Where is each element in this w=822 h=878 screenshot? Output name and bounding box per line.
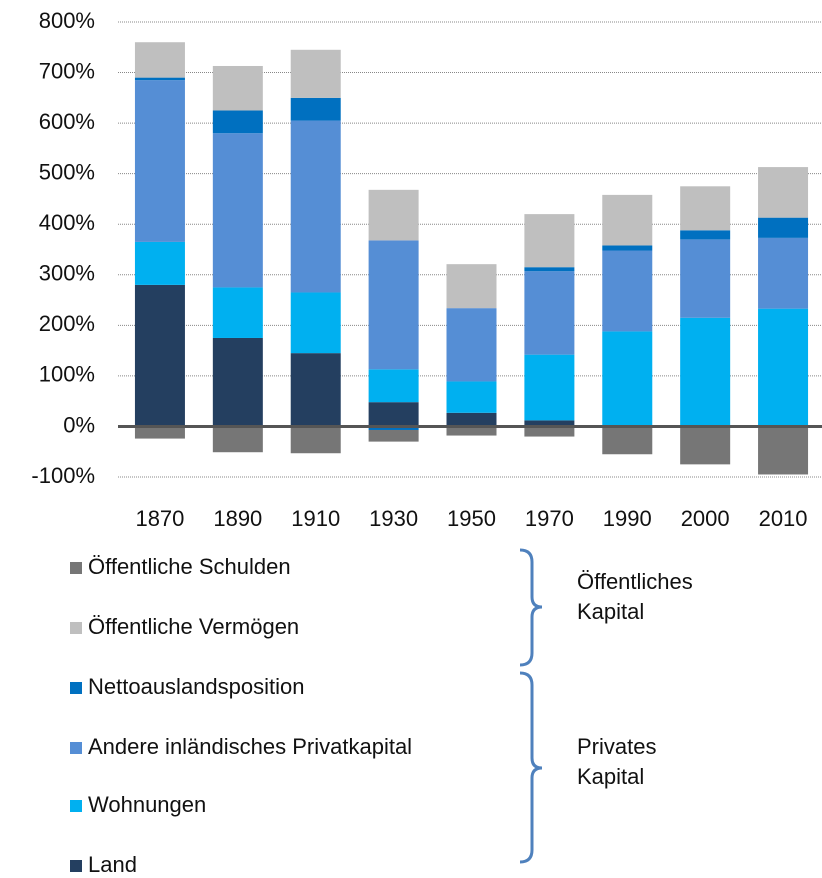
y-tick-label: 0% <box>63 412 95 437</box>
bar-segment <box>290 292 341 354</box>
bar-segment <box>290 97 341 121</box>
bar-segment <box>524 271 575 355</box>
y-tick-label: -100% <box>31 463 95 488</box>
bar-segment <box>524 426 575 437</box>
bar-segment <box>290 49 341 98</box>
bar-segment <box>758 167 809 218</box>
x-tick-label: 1990 <box>603 506 652 531</box>
y-tick-label: 100% <box>39 362 95 387</box>
bar-segment <box>212 133 263 288</box>
bar-segment <box>680 317 731 427</box>
y-tick-label: 200% <box>39 311 95 336</box>
bar-segment <box>212 110 263 134</box>
x-tick-label: 1970 <box>525 506 574 531</box>
legend-swatch <box>70 800 82 812</box>
legend-swatch <box>70 742 82 754</box>
bar-segment <box>680 426 731 465</box>
y-tick-label: 400% <box>39 210 95 235</box>
bar-segment <box>134 426 185 439</box>
legend-label: Nettoauslandsposition <box>88 674 304 699</box>
bracket <box>519 671 543 864</box>
bar-segment <box>290 426 341 454</box>
bar-segment <box>524 214 575 268</box>
legend-label: Wohnungen <box>88 792 206 817</box>
bar-segment <box>368 426 419 430</box>
bar-segment <box>524 267 575 272</box>
bar-segment <box>602 245 653 251</box>
bar-segment <box>446 412 497 427</box>
y-tick-label: 700% <box>39 58 95 83</box>
y-tick-label: 800% <box>39 8 95 33</box>
bar-segment <box>212 426 263 453</box>
bar-segment <box>602 426 653 455</box>
legend-group-label: Kapital <box>577 599 644 624</box>
x-tick-label: 1930 <box>369 506 418 531</box>
bar-segment <box>134 80 185 242</box>
bar-segment <box>134 241 185 285</box>
bar-segment <box>524 354 575 421</box>
bar-segment <box>368 189 419 241</box>
bar-segment <box>368 402 419 427</box>
legend-label: Öffentliche Vermögen <box>88 614 299 639</box>
bar-segment <box>368 369 419 403</box>
bar-segment <box>446 264 497 309</box>
x-tick-label: 1890 <box>213 506 262 531</box>
bar-segment <box>368 240 419 370</box>
bar-segment <box>680 230 731 240</box>
legend-label: Öffentliche Schulden <box>88 554 291 579</box>
legend-label: Land <box>88 852 137 877</box>
legend-label: Andere inländisches Privatkapital <box>88 734 412 759</box>
x-tick-label: 2010 <box>759 506 808 531</box>
bar-segment <box>368 429 419 442</box>
legend-group-label: Kapital <box>577 764 644 789</box>
bar-segment <box>134 77 185 81</box>
legend-group-label: Privates <box>577 734 656 759</box>
x-tick-label: 2000 <box>681 506 730 531</box>
y-tick-label: 600% <box>39 109 95 134</box>
bracket <box>519 548 543 667</box>
legend-swatch <box>70 562 82 574</box>
bar-segment <box>134 284 185 427</box>
bar-segment <box>680 186 731 231</box>
bar-segment <box>758 308 809 427</box>
bar-segment <box>212 65 263 111</box>
legend-swatch <box>70 860 82 872</box>
bar-segment <box>758 426 809 475</box>
x-tick-label: 1910 <box>291 506 340 531</box>
bar-segment <box>290 120 341 293</box>
bar-segment <box>290 353 341 427</box>
y-tick-label: 500% <box>39 159 95 184</box>
x-tick-label: 1870 <box>135 506 184 531</box>
bar-segment <box>680 239 731 318</box>
y-tick-label: 300% <box>39 261 95 286</box>
bar-segment <box>446 426 497 436</box>
bar-segment <box>446 381 497 413</box>
legend-group-label: Öffentliches <box>577 569 693 594</box>
bar-segment <box>446 308 497 382</box>
bar-segment <box>602 250 653 332</box>
bar-segment <box>758 237 809 309</box>
bar-segment <box>602 194 653 246</box>
bar-segment <box>212 337 263 427</box>
bar-segment <box>524 420 575 427</box>
bar-segment <box>602 331 653 427</box>
bar-segment <box>212 287 263 338</box>
bar-segment <box>758 217 809 238</box>
legend-swatch <box>70 682 82 694</box>
bar-segment <box>134 42 185 78</box>
x-tick-label: 1950 <box>447 506 496 531</box>
legend-swatch <box>70 622 82 634</box>
